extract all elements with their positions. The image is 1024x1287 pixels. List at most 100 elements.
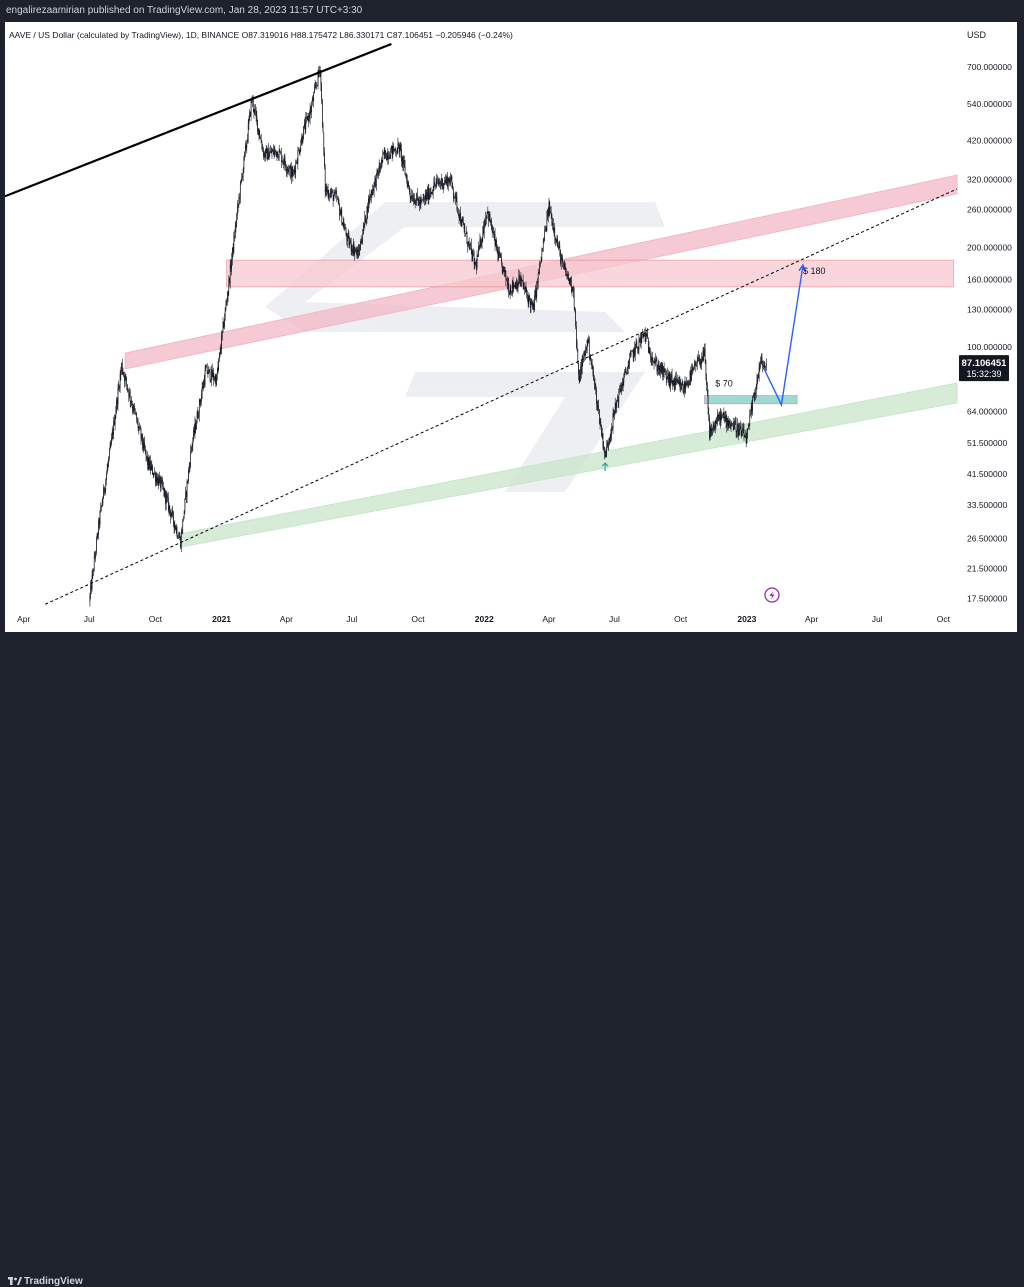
candle-body	[568, 273, 569, 281]
candle-body	[546, 216, 548, 231]
candle-body	[123, 373, 125, 376]
candle-body	[221, 330, 223, 335]
candle-body	[663, 366, 664, 377]
candle-body	[643, 333, 645, 336]
candle-body	[158, 478, 160, 486]
candle-body	[273, 149, 274, 155]
candle-body	[550, 212, 552, 215]
candle-body	[434, 182, 435, 186]
candle-body	[517, 284, 519, 289]
candle-body	[228, 278, 230, 292]
candle-body	[342, 222, 344, 224]
candle-body	[601, 433, 603, 436]
candle-body	[458, 214, 460, 219]
candle-body	[405, 174, 407, 176]
candle-body	[368, 198, 370, 203]
candle-body	[301, 137, 302, 145]
candle-body	[570, 277, 572, 290]
candle-body	[398, 143, 399, 145]
candle-body	[421, 199, 422, 201]
candle-body	[313, 93, 315, 102]
candle-body	[711, 428, 712, 435]
candle-body	[628, 363, 630, 367]
chart-panel[interactable]: $ 180 $ 70 700.000000 540.000000 420.000000…	[4, 22, 1017, 632]
candle-body	[332, 190, 333, 192]
candle-body	[352, 244, 354, 253]
candle-body	[506, 279, 507, 281]
candle-body	[710, 428, 712, 432]
candle-body	[562, 258, 564, 265]
candle-body	[508, 283, 510, 293]
candle-body	[343, 222, 345, 230]
x-tick-label: Oct	[411, 614, 425, 624]
candle-body	[706, 378, 707, 385]
candle-body	[324, 152, 325, 167]
last-price-value: 87.106451	[962, 358, 1008, 369]
candle-body	[556, 239, 558, 243]
candle-body	[496, 239, 497, 249]
x-tick-label: Oct	[149, 614, 163, 624]
y-tick-label: 540.000000	[967, 99, 1012, 109]
candle-body	[207, 373, 209, 375]
candle-body	[492, 231, 494, 233]
candle-body	[559, 245, 561, 251]
candle-body	[485, 216, 487, 225]
candle-body	[455, 193, 457, 197]
watermark-logo	[265, 202, 665, 492]
candle-body	[101, 503, 103, 506]
candle-body	[345, 228, 347, 236]
candle-body	[537, 273, 539, 284]
candle-body	[146, 455, 148, 457]
candle-body	[342, 222, 343, 225]
candle-body	[611, 427, 613, 428]
candle-body	[452, 182, 453, 189]
candle-body	[144, 449, 146, 451]
price-chart[interactable]: $ 180 $ 70 700.000000 540.000000 420.000000…	[4, 22, 1017, 632]
candle-body	[481, 243, 482, 247]
candle-body	[232, 247, 234, 252]
candle-body	[380, 167, 381, 169]
candle-body	[371, 191, 373, 195]
candle-body	[540, 259, 542, 263]
candle-body	[292, 171, 294, 177]
candle-body	[577, 349, 579, 364]
candle-body	[699, 356, 700, 363]
candle-body	[183, 518, 184, 520]
candle-body	[350, 240, 352, 251]
candle-body	[260, 138, 262, 144]
candle-body	[653, 362, 655, 364]
candle-body	[564, 266, 566, 269]
candle-body	[637, 347, 639, 350]
candle-body	[723, 412, 725, 419]
candle-body	[584, 352, 586, 356]
candle-body	[745, 437, 747, 443]
candle-body	[252, 99, 254, 110]
candle-body	[599, 421, 601, 424]
candle-body	[420, 199, 422, 205]
candle-body	[171, 510, 173, 516]
candle-body	[379, 165, 381, 169]
candle-body	[247, 123, 249, 140]
tradingview-logo-icon	[8, 1277, 22, 1285]
candle-body	[322, 125, 324, 133]
candle-body	[482, 226, 484, 238]
candle-body	[257, 128, 259, 132]
candle-body	[247, 139, 248, 143]
y-tick-label: 320.000000	[967, 175, 1012, 185]
candle-body	[314, 87, 315, 94]
candle-body	[558, 245, 560, 248]
candle-body	[724, 416, 725, 419]
candle-body	[408, 183, 410, 186]
candle-body	[745, 436, 746, 438]
price-target-label: $ 70	[715, 379, 733, 389]
candle-body	[435, 182, 437, 185]
candle-body	[384, 150, 386, 155]
candle-body	[443, 183, 445, 185]
candle-body	[267, 148, 268, 160]
candle-body	[152, 465, 153, 475]
candle-body	[189, 465, 191, 467]
flash-icon[interactable]	[764, 587, 780, 603]
candle-body	[190, 450, 192, 466]
candle-body	[448, 178, 450, 182]
candle-body	[377, 169, 379, 173]
